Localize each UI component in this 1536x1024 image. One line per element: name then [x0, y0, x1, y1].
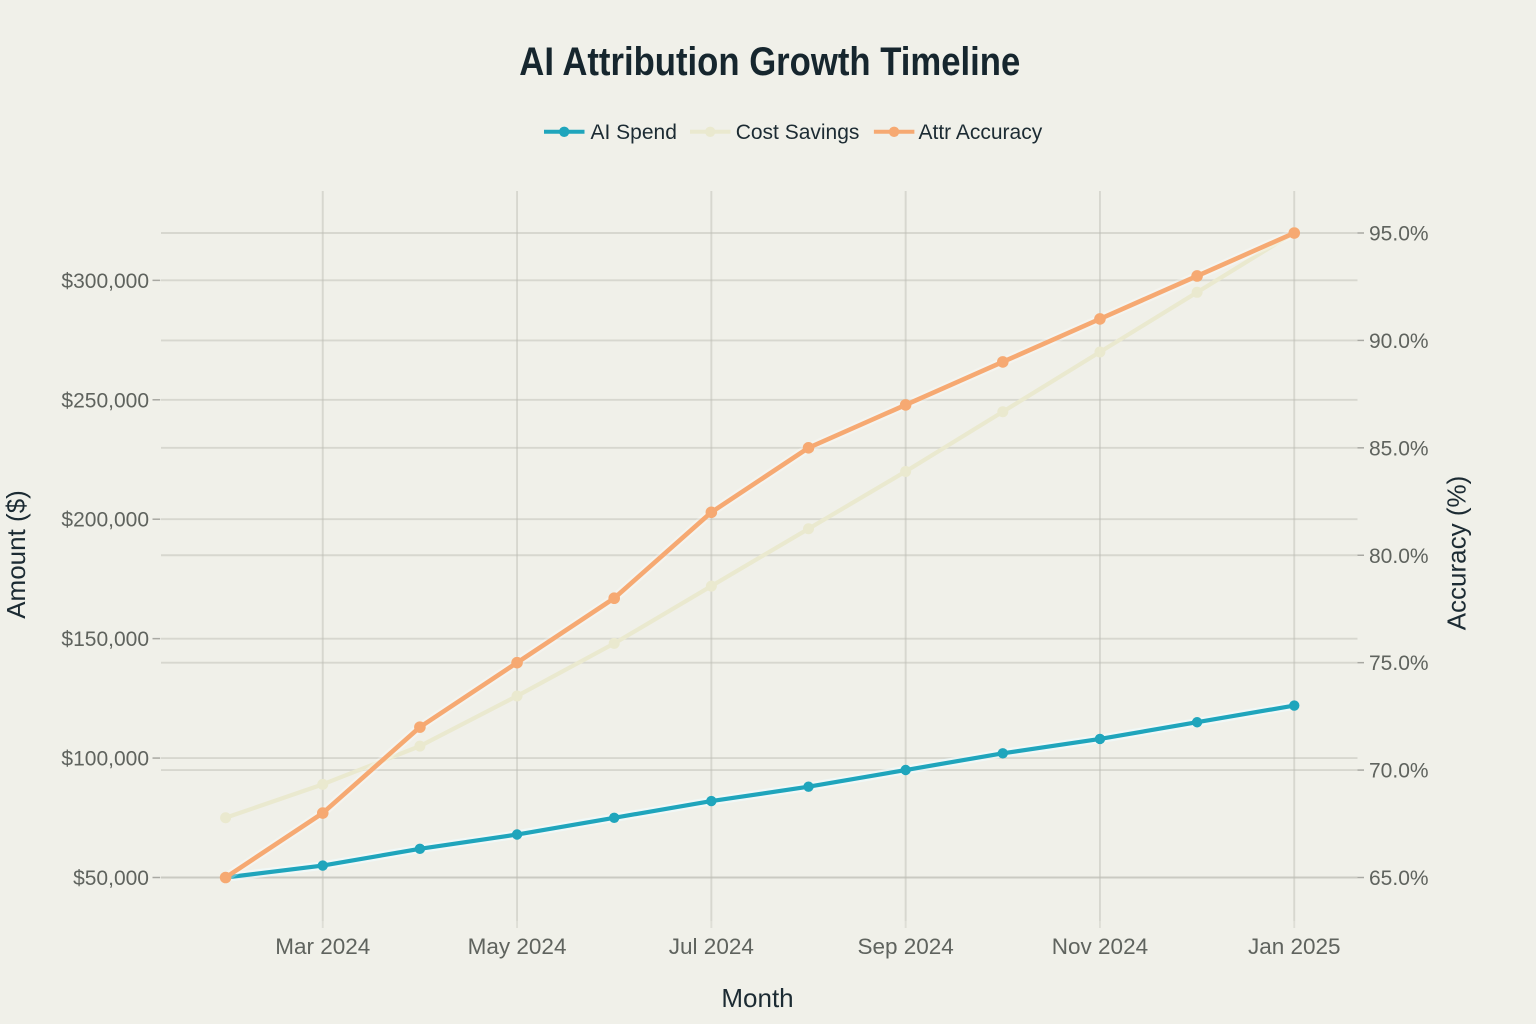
svg-text:90.0%: 90.0% [1369, 330, 1429, 353]
svg-text:Jan 2025: Jan 2025 [1248, 934, 1341, 959]
svg-text:AI Spend: AI Spend [591, 121, 677, 144]
svg-text:$50,000: $50,000 [73, 867, 149, 890]
svg-text:$150,000: $150,000 [61, 628, 149, 651]
svg-text:Sep 2024: Sep 2024 [857, 934, 953, 959]
svg-text:70.0%: 70.0% [1369, 760, 1429, 783]
svg-text:$200,000: $200,000 [61, 509, 149, 532]
svg-text:Amount ($): Amount ($) [1, 490, 31, 619]
svg-text:85.0%: 85.0% [1369, 437, 1429, 460]
svg-text:Month: Month [721, 983, 793, 1013]
svg-text:80.0%: 80.0% [1369, 545, 1429, 568]
svg-text:$100,000: $100,000 [61, 748, 149, 771]
svg-text:75.0%: 75.0% [1369, 652, 1429, 675]
svg-text:AI Attribution Growth Timeline: AI Attribution Growth Timeline [519, 40, 1020, 84]
svg-text:Cost Savings: Cost Savings [736, 121, 860, 144]
svg-text:May 2024: May 2024 [468, 934, 567, 959]
svg-text:95.0%: 95.0% [1369, 223, 1429, 246]
svg-text:Nov 2024: Nov 2024 [1052, 934, 1148, 959]
svg-text:Mar 2024: Mar 2024 [275, 934, 370, 959]
svg-text:65.0%: 65.0% [1369, 867, 1429, 890]
svg-text:Attr Accuracy: Attr Accuracy [919, 121, 1043, 144]
svg-text:$250,000: $250,000 [61, 389, 149, 412]
svg-text:Jul 2024: Jul 2024 [669, 934, 754, 959]
svg-text:$300,000: $300,000 [61, 270, 149, 293]
svg-text:Accuracy (%): Accuracy (%) [1442, 476, 1472, 631]
